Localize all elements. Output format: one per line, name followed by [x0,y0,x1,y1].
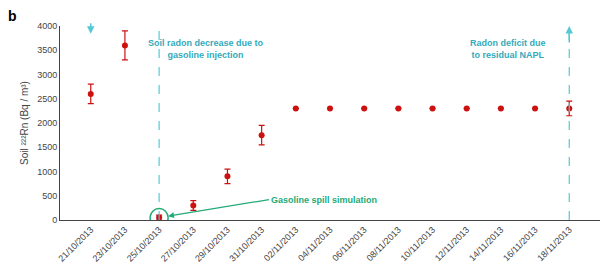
svg-text:25/10/2013: 25/10/2013 [125,225,164,264]
svg-text:29/10/2013: 29/10/2013 [193,225,232,264]
svg-text:1500: 1500 [37,142,57,152]
svg-text:b: b [8,8,17,24]
svg-text:21/10/2013: 21/10/2013 [56,225,95,264]
svg-text:04/11/2013: 04/11/2013 [296,225,334,263]
svg-text:08/11/2013: 08/11/2013 [364,225,402,263]
svg-text:3000: 3000 [37,70,57,80]
svg-text:Radon deficit dueto residual N: Radon deficit dueto residual NAPL [470,38,546,60]
svg-text:10/11/2013: 10/11/2013 [399,225,437,263]
svg-text:27/10/2013: 27/10/2013 [159,225,198,264]
svg-text:02/11/2013: 02/11/2013 [262,225,300,263]
svg-text:06/11/2013: 06/11/2013 [330,225,368,263]
svg-text:18/11/2013: 18/11/2013 [535,225,573,263]
svg-text:14/11/2013: 14/11/2013 [467,225,505,263]
svg-text:1000: 1000 [37,167,57,177]
svg-text:31/10/2013: 31/10/2013 [227,225,266,264]
svg-text:2500: 2500 [37,94,57,104]
svg-text:4000: 4000 [37,21,57,31]
svg-text:Soil radon decrease due togaso: Soil radon decrease due togasoline injec… [148,38,264,60]
svg-text:Gasoline spill simulation: Gasoline spill simulation [271,195,377,205]
svg-text:Soil ²²²Rn (Bq / m³): Soil ²²²Rn (Bq / m³) [19,81,30,165]
svg-text:23/10/2013: 23/10/2013 [91,225,130,264]
svg-text:16/11/2013: 16/11/2013 [501,225,539,263]
svg-text:3500: 3500 [37,45,57,55]
svg-text:0: 0 [52,215,57,225]
svg-text:2000: 2000 [37,118,57,128]
svg-text:500: 500 [42,191,57,201]
svg-text:12/11/2013: 12/11/2013 [433,225,471,263]
